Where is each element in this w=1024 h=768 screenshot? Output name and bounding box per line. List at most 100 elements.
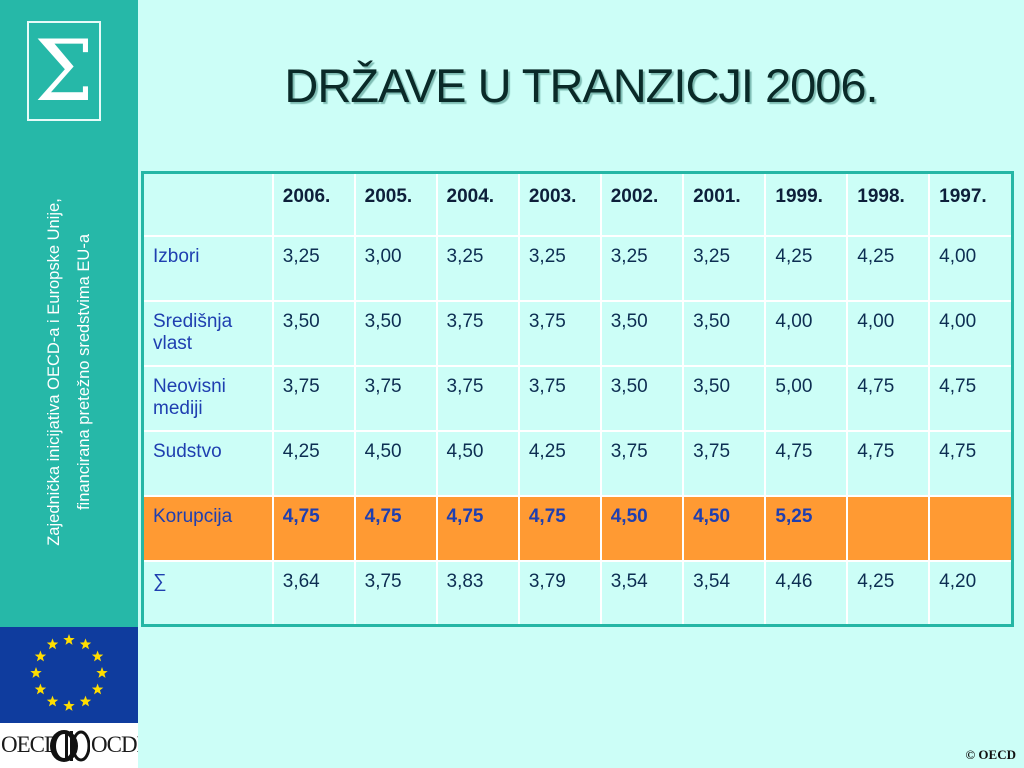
row-label: Korupcija [141, 494, 274, 562]
table-cell: 3,83 [435, 559, 520, 627]
table-header-empty [141, 171, 274, 237]
table-header-year: 2005. [353, 171, 438, 237]
row-label: Neovisni mediji [141, 364, 274, 432]
eu-stars-icon [30, 634, 108, 711]
eu-star-icon [30, 667, 42, 678]
eu-flag-logo [0, 627, 138, 723]
table-cell: 3,79 [517, 559, 602, 627]
table-header-year: 2004. [435, 171, 520, 237]
eu-star-icon [91, 683, 104, 695]
table-cell: 3,50 [682, 299, 767, 367]
sidebar: Σ Zajednička inicijativa OECD-a i Europs… [0, 0, 138, 627]
table-cell: 4,25 [846, 559, 931, 627]
table-cell: 3,25 [682, 234, 767, 302]
slide-title: DRŽAVE U TRANZICJI 2006. [284, 59, 878, 112]
row-label: ∑ [141, 559, 274, 627]
table-cell: 4,50 [599, 494, 685, 562]
table-cell: 4,00 [928, 299, 1014, 367]
table-cell [846, 494, 931, 562]
table-header-year: 2002. [599, 171, 685, 237]
table-row: Sudstvo 4,25 4,50 4,50 4,25 3,75 3,75 4,75 4,75 4… [141, 429, 1014, 497]
table-row: Izbori 3,25 3,00 3,25 3,25 3,25 3,25 4,25 4,25 4,… [141, 234, 1014, 302]
sigma-logo: Σ [27, 21, 101, 121]
table-header-year: 1998. [846, 171, 931, 237]
ocde-logo-text: OCDE [91, 732, 138, 757]
table-header-row: 2006. 2005. 2004. 2003. 2002. 2001. 1999. 1998.… [141, 171, 1014, 237]
eu-star-icon [63, 634, 75, 645]
table-cell: 3,50 [599, 299, 685, 367]
table-cell: 4,25 [517, 429, 602, 497]
table-cell: 3,25 [271, 234, 356, 302]
sidebar-text-line2: financirana pretežno sredstvima EU-a [75, 233, 93, 511]
table-cell: 3,64 [271, 559, 356, 627]
table-row: Korupcija 4,75 4,75 4,75 4,75 4,50 4,50 5,25 [141, 494, 1014, 562]
oecd-logo: OECD OCDE [0, 723, 138, 768]
table-header-year: 2003. [517, 171, 602, 237]
table-cell: 4,46 [764, 559, 849, 627]
data-table: 2006. 2005. 2004. 2003. 2002. 2001. 1999. 1998.… [141, 171, 1014, 627]
row-label: Središnja vlast [141, 299, 274, 367]
table-cell: 3,50 [599, 364, 685, 432]
table-cell: 3,75 [517, 364, 602, 432]
table-cell: 3,25 [599, 234, 685, 302]
copyright-text: © OECD [965, 747, 1016, 762]
sigma-symbol: Σ [34, 22, 94, 120]
table-cell: 3,75 [353, 559, 438, 627]
table-cell: 4,50 [682, 494, 767, 562]
eu-star-icon [79, 695, 92, 707]
sidebar-vertical-text: Zajednička inicijativa OECD-a i Europske… [39, 142, 99, 602]
table-cell: 3,75 [517, 299, 602, 367]
table-cell: 3,75 [271, 364, 356, 432]
table-cell: 3,50 [271, 299, 356, 367]
table-cell: 3,75 [682, 429, 767, 497]
eu-star-icon [91, 650, 104, 662]
eu-star-icon [34, 650, 47, 662]
table-cell: 4,75 [928, 364, 1014, 432]
table-cell: 4,75 [353, 494, 438, 562]
table-cell: 3,75 [353, 364, 438, 432]
table-row: ∑ 3,64 3,75 3,83 3,79 3,54 3,54 4,46 4,25 4,20 [141, 559, 1014, 627]
table-cell: 4,50 [435, 429, 520, 497]
table-header-year: 1997. [928, 171, 1014, 237]
table-cell: 4,75 [764, 429, 849, 497]
table-cell [928, 494, 1014, 562]
table-cell: 4,25 [271, 429, 356, 497]
table-cell: 4,00 [764, 299, 849, 367]
row-label: Izbori [141, 234, 274, 302]
table-cell: 4,75 [435, 494, 520, 562]
table-cell: 4,00 [928, 234, 1014, 302]
table-cell: 3,75 [599, 429, 685, 497]
table-cell: 3,00 [353, 234, 438, 302]
table-cell: 3,50 [353, 299, 438, 367]
sidebar-text-line1: Zajednička inicijativa OECD-a i Europske… [45, 198, 63, 546]
table-cell: 3,75 [435, 299, 520, 367]
eu-star-icon [96, 667, 108, 678]
row-label: Sudstvo [141, 429, 274, 497]
table-cell: 4,20 [928, 559, 1014, 627]
table-cell: 4,75 [846, 364, 931, 432]
table-cell: 3,75 [435, 364, 520, 432]
table-cell: 4,75 [271, 494, 356, 562]
eu-star-icon [79, 638, 92, 650]
table-cell: 3,54 [682, 559, 767, 627]
table-cell: 3,25 [517, 234, 602, 302]
table-cell: 5,25 [764, 494, 849, 562]
table-cell: 4,50 [353, 429, 438, 497]
table-cell: 3,50 [682, 364, 767, 432]
table-header-year: 1999. [764, 171, 849, 237]
table-header-year: 2001. [682, 171, 767, 237]
table-cell: 4,75 [517, 494, 602, 562]
eu-star-icon [34, 683, 47, 695]
eu-star-icon [46, 695, 59, 707]
table-row: Neovisni mediji 3,75 3,75 3,75 3,75 3,50 3,50 5… [141, 364, 1014, 432]
table-row: Središnja vlast 3,50 3,50 3,75 3,75 3,50 3,50 4… [141, 299, 1014, 367]
eu-star-icon [63, 700, 75, 711]
oecd-emblem-icon [50, 730, 90, 762]
table-cell: 3,54 [599, 559, 685, 627]
table-header-year: 2006. [271, 171, 356, 237]
table-cell: 3,25 [435, 234, 520, 302]
table-cell: 4,25 [764, 234, 849, 302]
table-cell: 4,75 [928, 429, 1014, 497]
eu-star-icon [46, 638, 59, 650]
table-cell: 4,25 [846, 234, 931, 302]
